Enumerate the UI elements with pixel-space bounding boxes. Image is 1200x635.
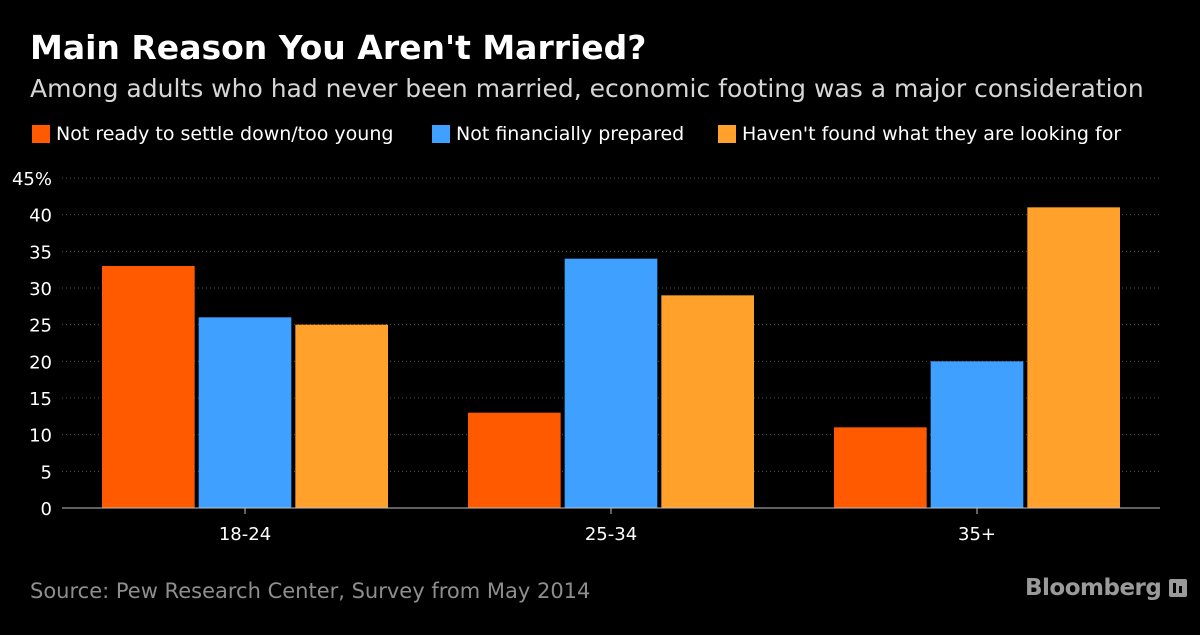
chart-subtitle: Among adults who had never been married,… (30, 74, 1144, 103)
bar-18-24-series-3 (295, 324, 388, 508)
bar-35+-series-1 (834, 427, 927, 508)
legend-item-not-financially-prepared: Not financially prepared (432, 123, 684, 145)
legend: Not ready to settle down/too young Not f… (32, 123, 1172, 147)
brand-logo: Bloomberg (1025, 575, 1188, 601)
y-tick-label-45: 45% (12, 169, 52, 190)
y-tick-label-10: 10 (29, 426, 52, 447)
legend-label-not-financially-prepared: Not financially prepared (456, 123, 685, 145)
bar-35+-series-2 (930, 361, 1024, 508)
y-tick-label-25: 25 (29, 316, 52, 337)
legend-label-havent-found: Haven't found what they are looking for (742, 123, 1122, 145)
bar-35+-series-3 (1027, 207, 1120, 509)
bloomberg-chart-icon (1169, 579, 1188, 597)
legend-swatch-not-financially-prepared (432, 125, 450, 143)
bar-25-34-series-2 (564, 258, 658, 508)
source-note: Source: Pew Research Center, Survey from… (30, 579, 591, 603)
chart-title: Main Reason You Aren't Married? (30, 28, 647, 67)
bar-25-34-series-3 (661, 295, 754, 508)
y-tick-label-40: 40 (29, 206, 52, 227)
bar-25-34-series-1 (468, 412, 561, 508)
legend-item-not-ready: Not ready to settle down/too young (32, 123, 393, 145)
y-tick-label-35: 35 (29, 242, 52, 263)
x-tick-label-18-24: 18-24 (219, 524, 271, 545)
bar-18-24-series-1 (102, 266, 195, 508)
legend-swatch-not-ready (32, 125, 50, 143)
y-tick-label-30: 30 (29, 279, 52, 300)
y-tick-label-15: 15 (29, 389, 52, 410)
x-tick-label-35+: 35+ (958, 524, 996, 545)
y-tick-label-5: 5 (41, 462, 52, 483)
legend-item-havent-found: Haven't found what they are looking for (718, 123, 1121, 145)
bar-18-24-series-2 (198, 317, 292, 508)
legend-swatch-havent-found (718, 125, 736, 143)
y-tick-label-20: 20 (29, 352, 52, 373)
legend-label-not-ready: Not ready to settle down/too young (56, 123, 394, 145)
y-tick-label-0: 0 (41, 499, 52, 520)
brand-name: Bloomberg (1025, 575, 1162, 601)
x-tick-label-25-34: 25-34 (585, 524, 637, 545)
